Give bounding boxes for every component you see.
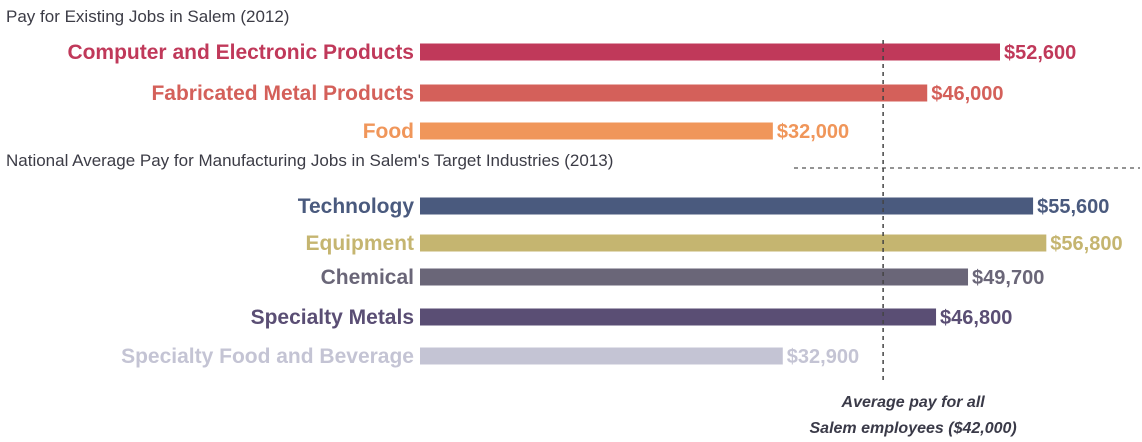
bar-chemical — [420, 268, 969, 286]
category-label-chemical: Chemical — [321, 266, 414, 289]
value-label-specialty-metals: $46,800 — [940, 307, 1012, 329]
bar-computer-and-electronic-products — [420, 43, 1000, 61]
value-label-computer-and-electronic-products: $52,600 — [1004, 42, 1076, 64]
category-label-food: Food — [363, 120, 414, 143]
reference-line-annotation-line-2: Salem employees ($42,000) — [810, 420, 1017, 437]
bar-specialty-food-and-beverage — [420, 347, 783, 365]
value-label-food: $32,000 — [777, 121, 849, 143]
bar-fabricated-metal-products — [420, 84, 928, 102]
category-label-computer-and-electronic-products: Computer and Electronic Products — [67, 41, 414, 64]
category-label-equipment: Equipment — [306, 232, 415, 255]
bars-layer: Pay for Existing Jobs in Salem (2012) Com… — [6, 7, 1140, 368]
category-label-fabricated-metal-products: Fabricated Metal Products — [151, 82, 414, 105]
category-label-specialty-food-and-beverage: Specialty Food and Beverage — [121, 345, 414, 368]
value-label-fabricated-metal-products: $46,000 — [931, 83, 1003, 105]
category-label-technology: Technology — [298, 195, 415, 218]
category-label-specialty-metals: Specialty Metals — [251, 306, 414, 329]
reference-line-annotation-line-1: Average pay for all — [841, 394, 986, 411]
bar-specialty-metals — [420, 308, 937, 326]
group-title-1: National Average Pay for Manufacturing J… — [6, 151, 613, 170]
value-label-equipment: $56,800 — [1050, 233, 1122, 255]
bar-technology — [420, 197, 1034, 215]
value-label-technology: $55,600 — [1037, 196, 1109, 218]
group-title-0: Pay for Existing Jobs in Salem (2012) — [6, 7, 289, 26]
value-label-chemical: $49,700 — [972, 267, 1044, 289]
bar-food — [420, 122, 773, 140]
bar-equipment — [420, 234, 1047, 252]
value-label-specialty-food-and-beverage: $32,900 — [787, 346, 859, 368]
